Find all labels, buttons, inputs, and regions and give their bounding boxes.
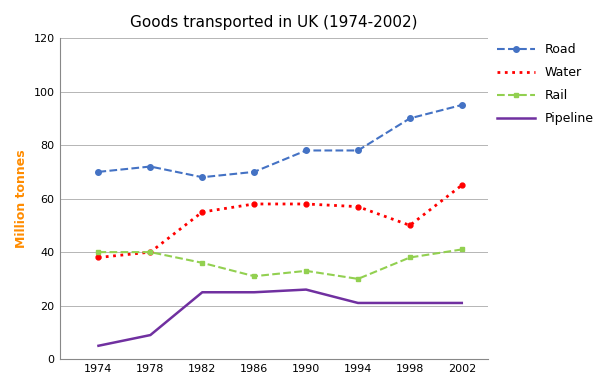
Road [303,148,310,153]
Rail [95,250,102,254]
Line: Pipeline: Pipeline [98,289,462,346]
Water [354,204,362,209]
Pipeline [147,333,154,337]
Rail [303,268,310,273]
Rail [458,247,465,252]
Road [354,148,362,153]
Water [95,255,102,260]
Water [251,202,258,206]
Y-axis label: Million tonnes: Million tonnes [15,149,28,248]
Water [147,250,154,254]
Water [406,223,414,228]
Line: Water: Water [96,183,464,260]
Water [458,183,465,187]
Pipeline [354,301,362,305]
Line: Rail: Rail [96,247,464,281]
Legend: Road, Water, Rail, Pipeline: Road, Water, Rail, Pipeline [492,38,599,130]
Rail [354,277,362,281]
Line: Road: Road [96,102,465,180]
Rail [406,255,414,260]
Road [95,170,102,174]
Title: Goods transported in UK (1974-2002): Goods transported in UK (1974-2002) [130,15,418,30]
Water [303,202,310,206]
Rail [198,261,206,265]
Pipeline [198,290,206,294]
Road [198,175,206,180]
Road [458,103,465,107]
Pipeline [406,301,414,305]
Road [406,116,414,121]
Rail [251,274,258,279]
Road [251,170,258,174]
Pipeline [303,287,310,292]
Rail [147,250,154,254]
Pipeline [95,343,102,348]
Pipeline [458,301,465,305]
Pipeline [251,290,258,294]
Road [147,164,154,169]
Water [198,210,206,214]
